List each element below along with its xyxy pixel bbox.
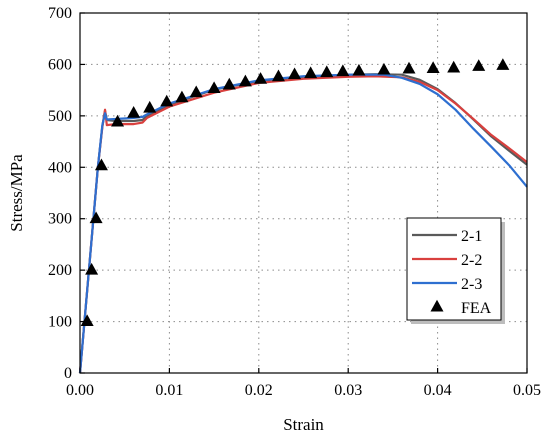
y-tick-label: 400 [48, 159, 72, 176]
fea-data-point [472, 59, 486, 71]
fea-data-point [320, 65, 334, 78]
fea-data-point [254, 72, 268, 84]
fea-data-point [304, 66, 318, 79]
legend-label-fea: FEA [461, 300, 492, 317]
y-tick-label: 500 [48, 108, 72, 125]
x-axis-title: Strain [283, 415, 324, 434]
fea-data-point [222, 77, 236, 90]
fea-data-point [496, 58, 510, 70]
fea-data-point [175, 90, 189, 103]
fea-markers [80, 58, 510, 327]
plot-frame [79, 12, 528, 374]
legend-label-2-3: 2-3 [461, 276, 482, 293]
legend-label-2-1: 2-1 [461, 228, 482, 245]
x-tick-label: 0.05 [513, 382, 541, 399]
y-tick-label: 200 [48, 262, 72, 279]
fea-data-point [447, 60, 461, 73]
fea-data-point [238, 74, 252, 87]
fea-data-point [189, 85, 203, 98]
fea-data-point [111, 114, 125, 127]
x-tick-label: 0.04 [424, 382, 452, 399]
x-tick-label: 0.00 [66, 382, 94, 399]
axes: 0.00 0.01 0.02 0.03 0.04 0.05 0 100 200 300 400 500… [48, 5, 541, 399]
legend: 2-1 2-2 2-3 FEA [406, 217, 505, 324]
fea-data-point [271, 69, 285, 82]
y-tick-label: 700 [48, 5, 72, 22]
y-tick-label: 300 [48, 211, 72, 228]
fea-data-point [127, 106, 141, 118]
fea-data-point [160, 94, 174, 107]
fea-data-point [89, 211, 103, 224]
x-tick-label: 0.02 [245, 382, 273, 399]
y-tick-label: 100 [48, 314, 72, 331]
x-tick-label: 0.01 [155, 382, 183, 399]
fea-data-point [80, 314, 94, 327]
fea-data-point [377, 62, 391, 75]
y-axis-title: Stress/MPa [7, 154, 26, 232]
fea-data-point [143, 100, 157, 113]
x-tick-label: 0.03 [334, 382, 362, 399]
fea-data-point [207, 81, 221, 94]
legend-label-2-2: 2-2 [461, 252, 482, 269]
y-tick-label: 0 [64, 365, 72, 382]
fea-data-point [85, 262, 99, 275]
y-tick-label: 600 [48, 56, 72, 73]
fea-data-point [94, 158, 108, 171]
legend-swatch-fea [430, 299, 444, 312]
fea-data-point [352, 63, 366, 76]
fea-data-point [288, 67, 302, 80]
fea-data-point [402, 61, 416, 74]
fea-data-point [336, 64, 350, 77]
fea-data-point [426, 61, 440, 73]
